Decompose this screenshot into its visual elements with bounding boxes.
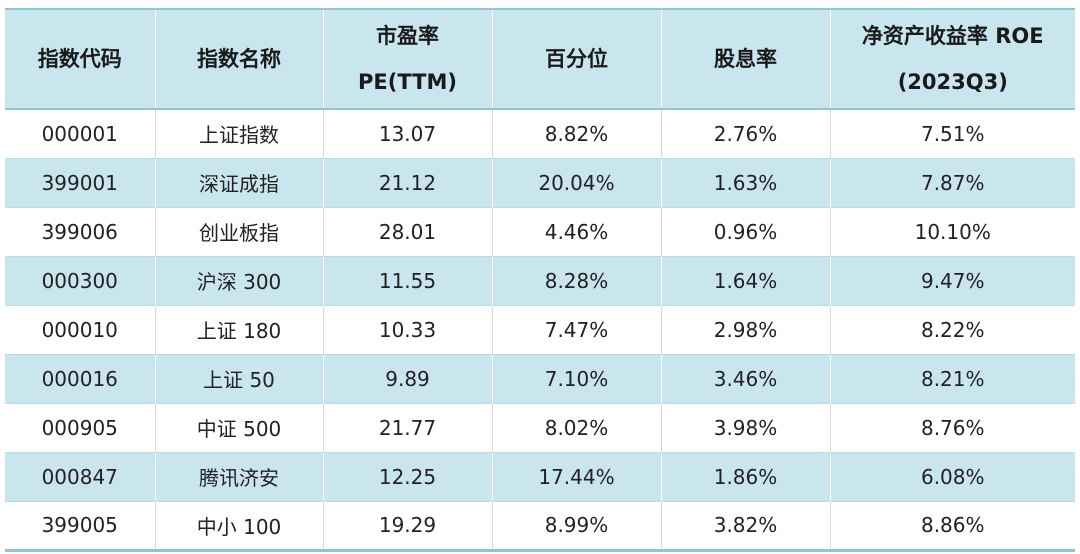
cell-index-code: 000001 bbox=[41, 121, 118, 146]
cell-roe: 8.86% bbox=[829, 501, 1075, 550]
table-row: 399006 创业板指 28.01 4.46% 0.96% 10.10% bbox=[5, 207, 1075, 256]
cell-dividend-yield: 1.63% bbox=[660, 158, 830, 207]
header-percentile: 百分位 bbox=[491, 9, 661, 109]
cell-index-code: 000016 bbox=[41, 366, 118, 391]
cell-index-name: 中小 100 bbox=[154, 501, 323, 550]
cell-dividend-yield: 3.98% bbox=[660, 403, 830, 452]
table-row: 399005 中小 100 19.29 8.99% 3.82% 8.86% bbox=[5, 501, 1075, 550]
cell-percentile: 8.02% bbox=[491, 403, 661, 452]
cell-roe: 8.21% bbox=[829, 354, 1075, 403]
cell-percentile: 7.10% bbox=[491, 354, 661, 403]
cell-dividend-yield: 1.86% bbox=[660, 452, 830, 501]
cell-dividend-yield: 3.82% bbox=[660, 501, 830, 550]
cell-roe: 8.22% bbox=[829, 305, 1075, 354]
cell-percentile: 20.04% bbox=[491, 158, 661, 207]
cell-index-code: 000847 bbox=[41, 464, 118, 489]
cell-index-name: 沪深 300 bbox=[154, 256, 323, 305]
table-header-row: 指数代码 指数名称 市盈率 PE(TTM) 百分位 股息率 净资产收益率 ROE(… bbox=[5, 9, 1075, 109]
cell-roe: 7.87% bbox=[829, 158, 1075, 207]
table-row: 000001 上证指数 13.07 8.82% 2.76% 7.51% bbox=[5, 109, 1075, 158]
table-row: 000905 中证 500 21.77 8.02% 3.98% 8.76% bbox=[5, 403, 1075, 452]
cell-index-code: 399005 bbox=[41, 513, 118, 537]
cell-pe-ttm: 12.25 bbox=[322, 452, 492, 501]
cell-index-code: 399001 bbox=[41, 170, 118, 195]
cell-pe-ttm: 11.55 bbox=[322, 256, 492, 305]
cell-index-name: 上证 180 bbox=[154, 305, 323, 354]
cell-percentile: 17.44% bbox=[491, 452, 661, 501]
cell-index-name: 创业板指 bbox=[154, 207, 323, 256]
cell-index-code: 000010 bbox=[41, 317, 118, 342]
cell-dividend-yield: 3.46% bbox=[660, 354, 830, 403]
cell-pe-ttm: 10.33 bbox=[322, 305, 492, 354]
table-row: 399001 深证成指 21.12 20.04% 1.63% 7.87% bbox=[5, 158, 1075, 207]
table-row: 000016 上证 50 9.89 7.10% 3.46% 8.21% bbox=[5, 354, 1075, 403]
cell-index-name: 上证 50 bbox=[154, 354, 323, 403]
cell-roe: 10.10% bbox=[829, 207, 1075, 256]
cell-pe-ttm: 21.12 bbox=[322, 158, 492, 207]
table-row: 000847 腾讯济安 12.25 17.44% 1.86% 6.08% bbox=[5, 452, 1075, 501]
cell-pe-ttm: 28.01 bbox=[322, 207, 492, 256]
table-body: 000001 上证指数 13.07 8.82% 2.76% 7.51% 3990… bbox=[5, 109, 1075, 550]
cell-pe-ttm: 19.29 bbox=[322, 501, 492, 550]
cell-pe-ttm: 21.77 bbox=[322, 403, 492, 452]
cell-index-code: 000905 bbox=[41, 415, 118, 440]
cell-roe: 8.76% bbox=[829, 403, 1075, 452]
cell-roe: 7.51% bbox=[829, 109, 1075, 158]
index-valuation-table: 指数代码 指数名称 市盈率 PE(TTM) 百分位 股息率 净资产收益率 ROE(… bbox=[5, 8, 1075, 552]
cell-index-name: 上证指数 bbox=[154, 109, 323, 158]
cell-roe: 6.08% bbox=[829, 452, 1075, 501]
cell-dividend-yield: 2.76% bbox=[660, 109, 830, 158]
cell-percentile: 8.82% bbox=[491, 109, 661, 158]
header-index-code: 指数代码 bbox=[37, 47, 122, 71]
cell-index-name: 深证成指 bbox=[154, 158, 323, 207]
table-row: 000300 沪深 300 11.55 8.28% 1.64% 9.47% bbox=[5, 256, 1075, 305]
cell-pe-ttm: 13.07 bbox=[322, 109, 492, 158]
header-pe-ttm: 市盈率 PE(TTM) bbox=[322, 9, 492, 109]
header-dividend-yield: 股息率 bbox=[660, 9, 830, 109]
cell-percentile: 8.99% bbox=[491, 501, 661, 550]
cell-pe-ttm: 9.89 bbox=[322, 354, 492, 403]
header-roe: 净资产收益率 ROE (2023Q3) bbox=[829, 9, 1075, 109]
cell-percentile: 7.47% bbox=[491, 305, 661, 354]
cell-percentile: 8.28% bbox=[491, 256, 661, 305]
index-valuation-table-container: 指数代码 指数名称 市盈率 PE(TTM) 百分位 股息率 净资产收益率 ROE(… bbox=[5, 8, 1075, 552]
cell-dividend-yield: 1.64% bbox=[660, 256, 830, 305]
cell-index-name: 中证 500 bbox=[154, 403, 323, 452]
cell-index-code: 000300 bbox=[41, 268, 118, 293]
cell-index-code: 399006 bbox=[41, 219, 118, 244]
cell-index-name: 腾讯济安 bbox=[154, 452, 323, 501]
cell-dividend-yield: 0.96% bbox=[660, 207, 830, 256]
cell-dividend-yield: 2.98% bbox=[660, 305, 830, 354]
cell-percentile: 4.46% bbox=[491, 207, 661, 256]
cell-roe: 9.47% bbox=[829, 256, 1075, 305]
table-row: 000010 上证 180 10.33 7.47% 2.98% 8.22% bbox=[5, 305, 1075, 354]
header-index-name: 指数名称 bbox=[154, 9, 323, 109]
